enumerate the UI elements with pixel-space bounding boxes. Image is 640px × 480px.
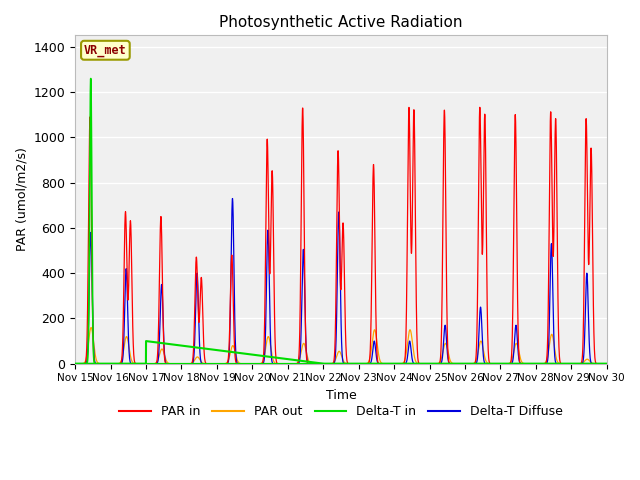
Legend: PAR in, PAR out, Delta-T in, Delta-T Diffuse: PAR in, PAR out, Delta-T in, Delta-T Dif… <box>115 400 568 423</box>
X-axis label: Time: Time <box>326 389 356 402</box>
Text: VR_met: VR_met <box>84 44 127 57</box>
Y-axis label: PAR (umol/m2/s): PAR (umol/m2/s) <box>15 147 28 252</box>
Title: Photosynthetic Active Radiation: Photosynthetic Active Radiation <box>219 15 463 30</box>
